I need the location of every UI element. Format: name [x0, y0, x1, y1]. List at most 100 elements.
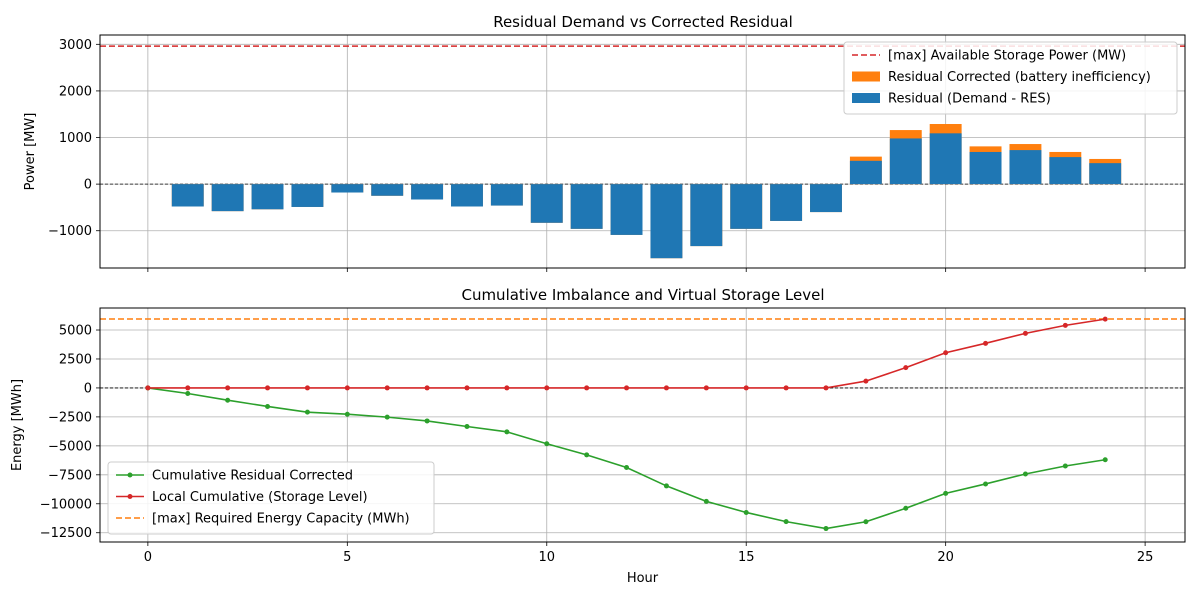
- legend-label: [max] Available Storage Power (MW): [888, 49, 1126, 64]
- legend-box: [843, 41, 1178, 115]
- legend-swatch-marker: [127, 472, 133, 478]
- bar-residual: [849, 160, 882, 185]
- chart-title: Residual Demand vs Corrected Residual: [493, 13, 793, 31]
- y-tick-label: 5000: [59, 324, 92, 339]
- legend-label: [max] Required Energy Capacity (MWh): [152, 512, 410, 527]
- bar-residual: [570, 184, 603, 229]
- line-cumulative-residual-point: [1022, 471, 1028, 477]
- bar-residual: [650, 184, 683, 259]
- line-storage-level-point: [304, 385, 310, 391]
- bar-residual: [1049, 157, 1082, 185]
- line-cumulative-residual-point: [823, 526, 829, 532]
- x-tick-label: 25: [1137, 550, 1154, 565]
- line-cumulative-residual-point: [1062, 463, 1068, 469]
- bar-residual: [251, 184, 284, 210]
- line-cumulative-residual-point: [584, 452, 590, 458]
- legend-swatch: [852, 93, 880, 103]
- line-storage-level-point: [464, 385, 470, 391]
- chart-title: Cumulative Imbalance and Virtual Storage…: [461, 286, 824, 304]
- bar-residual: [690, 184, 723, 247]
- x-tick-label: 10: [538, 550, 555, 565]
- y-tick-label: 2500: [59, 352, 92, 367]
- line-cumulative-residual-point: [225, 397, 231, 403]
- line-storage-level-point: [943, 350, 949, 356]
- bar-residual: [291, 184, 324, 207]
- bar-residual: [730, 184, 763, 229]
- bar-residual: [610, 184, 643, 235]
- line-cumulative-residual-point: [424, 418, 430, 424]
- line-storage-level-point: [265, 385, 271, 391]
- legend: Cumulative Residual Corrected Local Cumul…: [107, 461, 435, 535]
- x-tick-label: 0: [144, 550, 152, 565]
- bar-residual: [530, 184, 563, 223]
- line-storage-level-point: [703, 385, 709, 391]
- x-axis-label: Hour: [627, 571, 659, 586]
- line-storage-level-point: [544, 385, 550, 391]
- legend: [max] Available Storage Power (MW) Residu…: [843, 41, 1178, 115]
- line-cumulative-residual-point: [544, 441, 550, 447]
- line-cumulative-residual-point: [983, 481, 989, 487]
- y-tick-label: −12500: [40, 526, 92, 541]
- y-tick-label: 2000: [59, 84, 92, 99]
- line-storage-level-point: [743, 385, 749, 391]
- y-tick-label: −1000: [48, 224, 92, 239]
- chart-cumulative-imbalance: Cumulative Imbalance and Virtual Storage…: [10, 286, 1186, 586]
- bar-residual: [889, 138, 922, 185]
- legend-label: Residual Corrected (battery inefficiency…: [888, 70, 1151, 85]
- y-tick-label: −2500: [48, 410, 92, 425]
- legend-swatch-marker: [127, 494, 133, 499]
- line-cumulative-residual-point: [703, 498, 709, 504]
- line-cumulative-residual-point: [504, 429, 510, 435]
- line-storage-level-point: [384, 385, 390, 391]
- line-cumulative-residual-point: [903, 505, 909, 511]
- bar-residual: [1089, 163, 1122, 185]
- line-storage-level-point: [344, 385, 350, 391]
- bar-residual: [211, 184, 244, 212]
- y-tick-label: 0: [84, 178, 92, 193]
- y-ticks: −1000 0 1000 2000 3000: [48, 38, 100, 239]
- x-tick-label: 20: [937, 550, 954, 565]
- line-cumulative-residual-point: [304, 409, 310, 415]
- legend-box: [107, 461, 435, 535]
- line-storage-level-point: [903, 365, 909, 371]
- legend-label: Cumulative Residual Corrected: [152, 469, 353, 484]
- y-tick-label: 0: [84, 381, 92, 396]
- bar-residual: [451, 184, 483, 207]
- bars: [171, 124, 1122, 259]
- x-tick-label: 15: [738, 550, 755, 565]
- reference-lines: [100, 318, 1185, 389]
- bar-residual: [1009, 150, 1042, 185]
- line-cumulative-residual-point: [344, 411, 350, 417]
- bar-residual: [770, 184, 803, 221]
- y-tick-label: 3000: [59, 38, 92, 53]
- x-ticks: 0 5 10 15 20 25: [144, 542, 1154, 565]
- legend-swatch: [852, 71, 880, 82]
- plot-frame: [99, 34, 1186, 269]
- y-tick-label: −5000: [48, 439, 92, 454]
- x-tick-label: 5: [343, 550, 351, 565]
- line-cumulative-residual-point: [663, 483, 669, 489]
- line-cumulative-residual-point: [863, 519, 869, 525]
- y-axis-label: Energy [MWh]: [10, 379, 25, 471]
- bar-residual: [331, 184, 364, 193]
- line-storage-level-point: [1062, 322, 1068, 328]
- line-storage-level-point: [584, 385, 590, 391]
- line-storage-level-point: [783, 385, 789, 391]
- bar-residual: [171, 184, 204, 207]
- x-ticks: [147, 268, 1146, 272]
- line-storage-level-point: [624, 385, 630, 391]
- bar-residual: [929, 133, 962, 185]
- line-storage-level-point: [863, 378, 869, 384]
- line-cumulative-residual-point: [783, 519, 789, 525]
- line-storage-level-point: [823, 385, 829, 391]
- y-axis-label: Power [MW]: [23, 113, 38, 191]
- line-storage-level-point: [225, 385, 231, 391]
- line-storage-level: [147, 318, 1106, 389]
- line-cumulative-residual-point: [464, 424, 470, 430]
- line-cumulative-residual-point: [624, 465, 630, 471]
- y-ticks: −12500 −10000 −7500 −5000 −2500 0 2500 5000: [40, 324, 100, 541]
- bar-residual: [810, 184, 842, 213]
- bar-residual: [490, 184, 523, 206]
- y-tick-label: −10000: [40, 497, 92, 512]
